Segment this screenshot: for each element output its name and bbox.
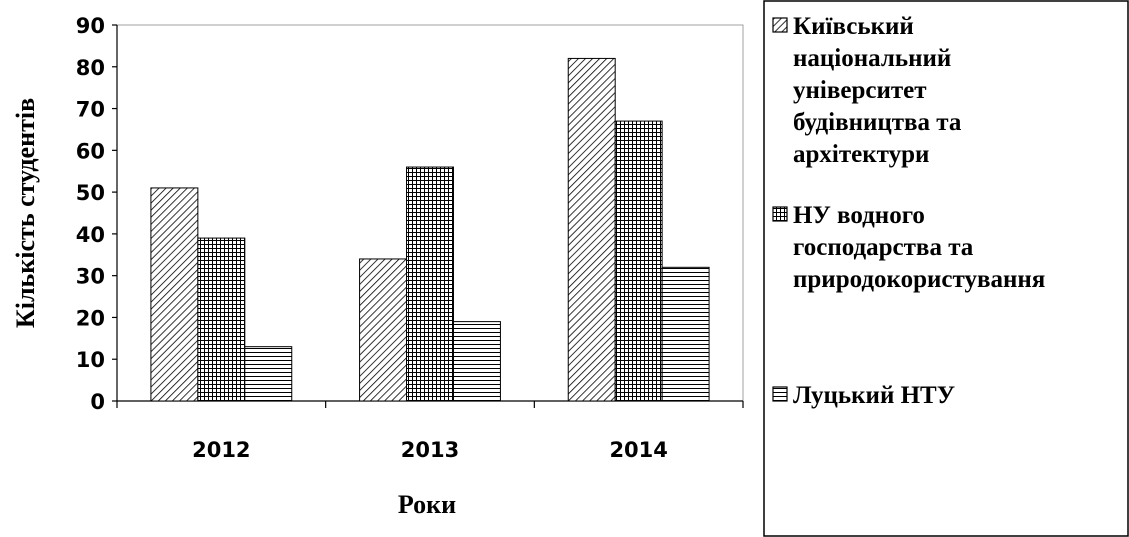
y-tick-label: 60 — [76, 139, 105, 163]
bar — [614, 120, 663, 402]
legend: Київський національний університет будівниц… — [772, 13, 1045, 409]
bar — [406, 166, 454, 402]
legend-label: архітектури — [793, 141, 929, 168]
legend-swatch — [772, 386, 788, 402]
bar — [661, 266, 710, 402]
legend-label: національний — [793, 45, 951, 72]
y-tick-label: 80 — [76, 56, 105, 80]
x-tick-label: 2013 — [401, 438, 459, 462]
legend-label: господарства та — [793, 234, 974, 261]
bar — [197, 237, 246, 402]
legend-label: Луцький НТУ — [793, 382, 955, 409]
bars — [150, 57, 710, 402]
bar — [150, 187, 199, 402]
legend-label: НУ водного — [793, 202, 925, 229]
y-tick-label: 30 — [76, 265, 105, 289]
legend-box — [763, 0, 1129, 537]
y-tick-label: 10 — [76, 348, 105, 372]
y-axis: 0 10 20 30 40 50 60 70 80 90 — [76, 14, 118, 414]
legend-label: університет — [793, 77, 927, 104]
bar — [244, 346, 293, 402]
x-tick-label: 2012 — [192, 438, 250, 462]
legend-label: Київський — [793, 13, 914, 40]
legend-swatch — [772, 206, 788, 222]
x-axis-title: Роки — [398, 490, 456, 519]
x-tick-label: 2014 — [609, 438, 667, 462]
legend-label: природокористування — [793, 266, 1045, 293]
bar — [567, 57, 616, 402]
legend-swatch — [772, 17, 788, 33]
y-tick-label: 20 — [76, 306, 105, 330]
bar — [359, 258, 408, 402]
legend-label: будівництва та — [793, 109, 962, 136]
y-axis-title: Кількість студентів — [11, 98, 40, 328]
y-tick-label: 0 — [90, 390, 105, 414]
bar — [452, 321, 501, 402]
y-tick-label: 40 — [76, 223, 105, 247]
y-tick-label: 70 — [76, 98, 105, 122]
y-tick-label: 50 — [76, 181, 105, 205]
x-axis: 2012 2013 2014 — [116, 400, 744, 462]
y-tick-label: 90 — [76, 14, 105, 38]
